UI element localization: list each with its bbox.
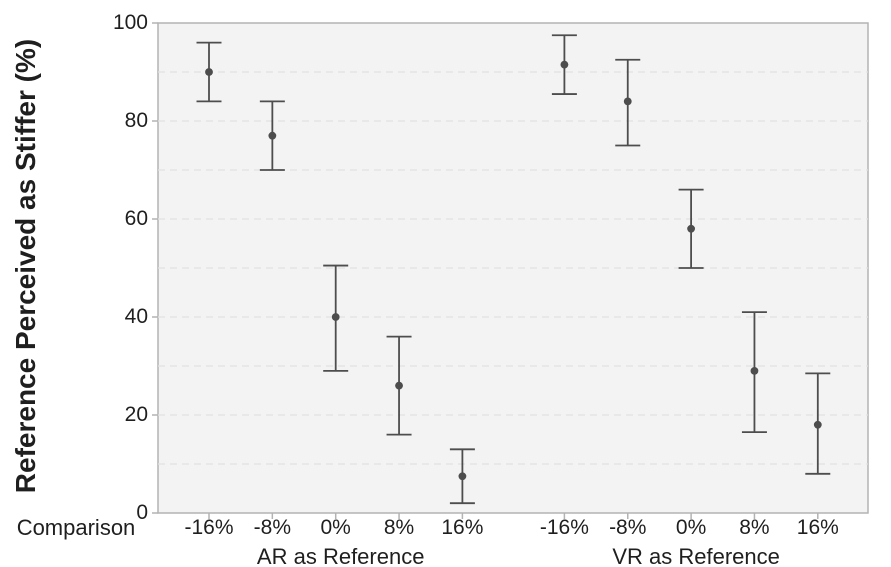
x-tick-label: 8% — [383, 516, 415, 539]
data-point — [813, 420, 822, 429]
data-point — [458, 472, 467, 481]
facet-label: AR as Reference — [256, 544, 425, 567]
x-tick-label: 16% — [796, 516, 839, 539]
x-tick-label: 0% — [320, 516, 351, 539]
x-tick-label: -8% — [253, 516, 292, 539]
y-tick-label: 20 — [124, 403, 148, 426]
x-tick-label: -16% — [539, 516, 589, 539]
data-point — [331, 313, 340, 321]
y-tick-label: 100 — [112, 11, 148, 34]
x-tick-label: 8% — [739, 516, 770, 539]
facet-label: VR as Reference — [612, 544, 780, 567]
data-point — [623, 97, 632, 106]
x-tick-label: -8% — [609, 516, 647, 539]
data-point — [205, 68, 213, 76]
x-axis-prefix-label: Comparison — [16, 515, 136, 540]
y-tick-label: 80 — [124, 109, 148, 132]
data-point — [687, 224, 695, 233]
x-tick-label: -16% — [184, 516, 234, 539]
x-tick-label: 16% — [441, 516, 484, 539]
y-tick-label: 40 — [124, 305, 148, 328]
data-point — [560, 60, 569, 69]
y-axis-title: Reference Perceived as Stiffer (%) — [10, 38, 41, 494]
x-tick-label: 0% — [675, 516, 707, 539]
data-point — [268, 131, 277, 140]
data-point — [750, 367, 759, 375]
data-point — [395, 381, 403, 390]
y-tick-label: 0 — [136, 501, 148, 524]
y-tick-label: 60 — [124, 207, 148, 230]
